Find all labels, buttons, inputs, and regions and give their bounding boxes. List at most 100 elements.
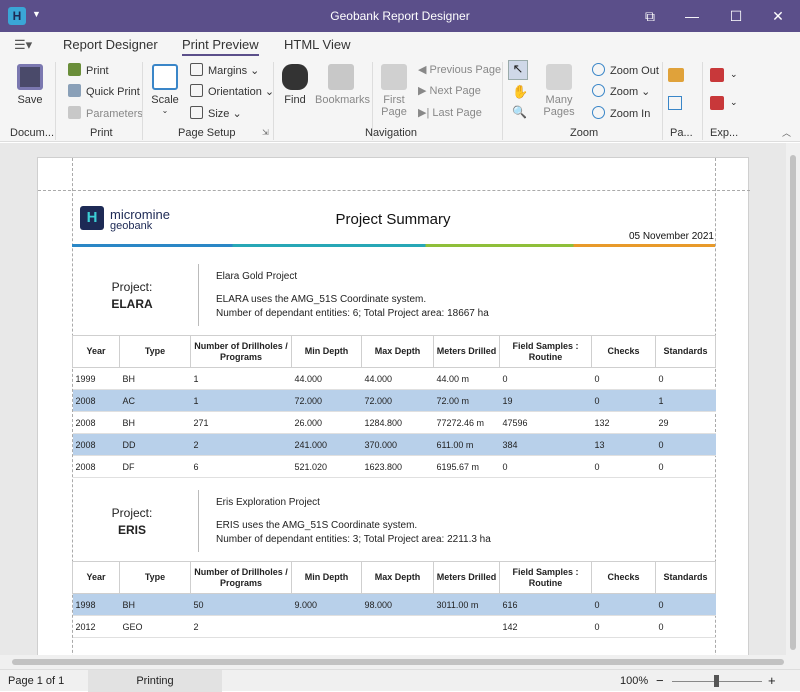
table-cell: 241.000 xyxy=(291,433,362,456)
parameters-label: Parameters xyxy=(86,108,143,120)
last-page-button[interactable]: ▶| Last Page xyxy=(418,106,482,119)
collapse-ribbon-icon[interactable]: ︿ xyxy=(782,128,792,138)
column-header: Year xyxy=(72,561,120,594)
table-cell: 384 xyxy=(499,433,592,456)
orientation-button[interactable]: Orientation ⌄ xyxy=(190,84,274,98)
restore-pane-icon[interactable]: ⧉ xyxy=(645,7,655,24)
table-cell: 1999 xyxy=(72,367,120,390)
table-cell: 50 xyxy=(190,593,292,616)
size-button[interactable]: Size ⌄ xyxy=(190,106,242,120)
find-button[interactable]: Find xyxy=(280,64,310,106)
zoom-in-label: Zoom In xyxy=(610,108,651,120)
zoom-minus-icon[interactable]: − xyxy=(656,673,664,688)
table-row: 2008 AC 1 72.000 72.000 72.00 m 19 0 1 xyxy=(72,389,716,412)
print-button[interactable]: Print xyxy=(68,63,109,77)
table-cell: 0 xyxy=(591,389,656,412)
table-cell: 2012 xyxy=(72,615,120,638)
send-dropdown-icon[interactable]: ⌄ xyxy=(730,97,738,107)
logo-text-top: micromine xyxy=(110,207,170,222)
column-header: Number of Drillholes / Programs xyxy=(190,561,292,594)
scale-button[interactable]: Scale ⌄ xyxy=(150,64,180,115)
table-cell xyxy=(433,615,500,638)
zoom-button[interactable]: Zoom ⌄ xyxy=(592,84,650,98)
group-navigation: Navigation xyxy=(365,127,417,139)
export-pdf-icon[interactable] xyxy=(710,68,724,82)
previous-page-button[interactable]: ◀ Previous Page xyxy=(418,63,501,76)
many-pages-button[interactable]: Many Pages xyxy=(530,64,588,118)
tab-print-preview[interactable]: Print Preview xyxy=(182,37,259,56)
bookmarks-label: Bookmarks xyxy=(315,94,371,106)
page-setup-launcher-icon[interactable]: ⇲ xyxy=(262,128,269,137)
scroll-thumb[interactable] xyxy=(12,659,784,665)
quick-print-label: Quick Print xyxy=(86,86,140,98)
table-cell: 521.020 xyxy=(291,455,362,478)
first-page-label-2: Page xyxy=(381,106,407,118)
table-cell: 0 xyxy=(655,593,716,616)
table-row: 2012 GEO 2 142 0 0 xyxy=(72,615,716,638)
last-page-label: Last Page xyxy=(432,107,482,119)
next-page-button[interactable]: ▶ Next Page xyxy=(418,84,481,97)
column-header: Standards xyxy=(655,335,716,368)
maximize-button[interactable]: ☐ xyxy=(729,7,743,24)
table-row: 2008 BH 271 26.000 1284.800 77272.46 m 47596 13… xyxy=(72,411,716,434)
table-cell: 0 xyxy=(499,367,592,390)
column-header: Type xyxy=(119,561,191,594)
column-header: Standards xyxy=(655,561,716,594)
zoom-in-button[interactable]: Zoom In xyxy=(592,106,650,120)
parameters-button[interactable]: Parameters xyxy=(68,106,143,120)
many-pages-label: Many Pages xyxy=(543,94,575,118)
divider xyxy=(702,62,703,140)
margins-button[interactable]: Margins ⌄ xyxy=(190,63,259,77)
magnifier-icon[interactable]: 🔍 xyxy=(512,105,527,119)
tab-html-view[interactable]: HTML View xyxy=(284,37,351,52)
zoom-slider-handle[interactable] xyxy=(714,675,719,687)
table-cell: DD xyxy=(119,433,191,456)
table-cell: 44.000 xyxy=(291,367,362,390)
table-cell: DF xyxy=(119,455,191,478)
app-icon[interactable]: H xyxy=(8,7,26,25)
divider xyxy=(55,62,56,140)
page-size-icon xyxy=(190,106,203,119)
quick-print-button[interactable]: Quick Print xyxy=(68,84,140,98)
scroll-thumb[interactable] xyxy=(790,155,796,650)
previous-page-label: Previous Page xyxy=(429,64,502,76)
vertical-scrollbar[interactable] xyxy=(786,143,800,655)
bookmarks-button[interactable]: Bookmarks xyxy=(315,64,371,106)
table-cell: 611.00 m xyxy=(433,433,500,456)
zoom-plus-icon[interactable]: + xyxy=(768,673,776,688)
file-menu-icon[interactable]: ☰▾ xyxy=(14,37,33,52)
table-cell: 1998 xyxy=(72,593,120,616)
table-cell: 1623.800 xyxy=(361,455,434,478)
table-cell: 29 xyxy=(655,411,716,434)
save-button[interactable]: Save xyxy=(12,64,48,106)
zoom-in-icon xyxy=(592,106,605,119)
size-label: Size xyxy=(208,108,230,120)
quick-printer-icon xyxy=(68,84,81,97)
table-cell: 1 xyxy=(190,389,292,412)
zoom-level[interactable]: 100% xyxy=(620,675,649,687)
zoom-out-button[interactable]: Zoom Out xyxy=(592,63,659,77)
export-dropdown-icon[interactable]: ⌄ xyxy=(730,69,738,79)
hand-tool-icon[interactable]: ✋ xyxy=(512,84,529,99)
table-cell xyxy=(361,615,434,638)
minimize-button[interactable]: — xyxy=(685,8,699,24)
horizontal-scrollbar[interactable] xyxy=(0,655,800,669)
table-cell: 26.000 xyxy=(291,411,362,434)
quick-access-caret-icon[interactable]: ▼ xyxy=(32,9,41,19)
close-button[interactable]: ✕ xyxy=(772,7,784,24)
send-pdf-icon[interactable] xyxy=(710,96,724,110)
divider xyxy=(662,62,663,140)
table-cell: 616 xyxy=(499,593,592,616)
tab-report-designer[interactable]: Report Designer xyxy=(63,37,158,52)
group-page-background: Pa... xyxy=(670,127,693,139)
page-color-icon[interactable] xyxy=(668,68,684,82)
column-header: Checks xyxy=(591,561,656,594)
table-cell: 271 xyxy=(190,411,292,434)
watermark-icon[interactable] xyxy=(668,96,682,110)
pointer-icon[interactable]: ↖ xyxy=(508,60,528,80)
table-cell: 370.000 xyxy=(361,433,434,456)
first-page-button[interactable]: First Page xyxy=(378,64,410,118)
scale-label: Scale xyxy=(151,94,179,106)
table-cell: 13 xyxy=(591,433,656,456)
